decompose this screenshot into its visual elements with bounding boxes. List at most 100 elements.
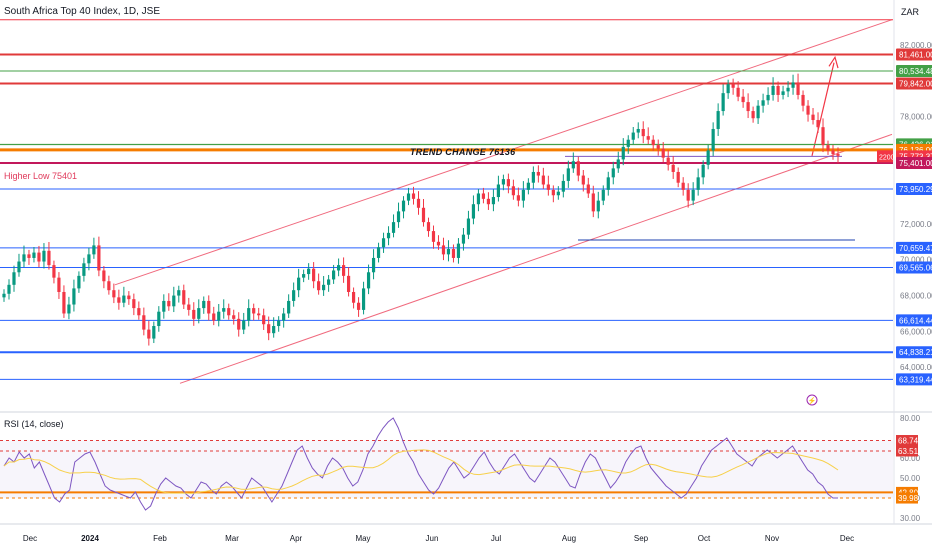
candle-body [87, 254, 91, 264]
candle-body [821, 127, 825, 146]
candle-body [726, 84, 730, 94]
candle-body [287, 300, 291, 314]
candle-body [37, 252, 41, 262]
level-price-label: 70,659.47 [899, 244, 932, 253]
time-tick-label: Oct [698, 534, 711, 543]
level-price-tag [896, 48, 932, 61]
level-price-tag [896, 314, 932, 327]
candle-body [197, 308, 201, 319]
level-price-tag [896, 156, 932, 169]
candle-body [591, 193, 595, 212]
price-axis: 82,000.00 78,000.00 72,000.00 70,000.00 68,0… [877, 41, 932, 523]
candle-body [47, 250, 51, 266]
candle-body [576, 161, 580, 176]
candle-body [456, 243, 461, 258]
candle-body [22, 254, 26, 262]
candle-body [102, 270, 106, 282]
level-price-tag [896, 346, 932, 359]
candle-body [142, 315, 146, 330]
candle-body [72, 288, 76, 305]
rsi-tag-label: 63.51 [898, 447, 919, 456]
candle-body [771, 85, 775, 95]
candle-body [751, 111, 755, 119]
candle-body [341, 265, 346, 276]
candle-body [506, 179, 510, 187]
countdown-tag [877, 150, 893, 163]
chart-grid [0, 0, 932, 525]
candle-body [441, 245, 446, 255]
candle-body [681, 182, 685, 190]
level-price-label: 75,401.00 [899, 159, 932, 168]
candle-body [152, 326, 156, 339]
rsi-ma-line [3, 449, 839, 494]
rsi-panel [0, 417, 893, 511]
time-tick-label: May [355, 534, 370, 543]
candle-body [461, 234, 466, 244]
candle-body [581, 175, 585, 185]
candle-body [371, 257, 376, 273]
candle-body [561, 180, 565, 192]
candle-body [42, 250, 46, 262]
rsi-title: RSI (14, close) [4, 419, 64, 429]
candle-body [626, 139, 630, 147]
candle-body [162, 300, 166, 312]
candle-body [332, 270, 336, 280]
trend-change-label: TREND CHANGE 76136 [410, 147, 516, 157]
candle-body [157, 311, 161, 327]
candle-body [536, 171, 540, 176]
candle-body [646, 136, 650, 140]
candle-body [601, 189, 605, 201]
candle-body [556, 191, 560, 196]
chart-title: South Africa Top 40 Index, 1D, JSE [4, 6, 161, 17]
candle-body [232, 315, 236, 319]
level-price-tag [896, 241, 932, 254]
time-tick-label: Jul [491, 534, 501, 543]
candle-body [741, 96, 745, 103]
candle-body [676, 171, 680, 183]
candle-body [2, 293, 6, 298]
level-price-tag [896, 77, 932, 90]
candle-body [27, 254, 31, 258]
candle-body [566, 168, 570, 181]
candle-body [781, 91, 785, 95]
time-tick-label: Aug [562, 534, 576, 543]
level-price-tag [896, 373, 932, 386]
price-tick-label: 78,000.00 [900, 112, 932, 121]
rsi-tag [896, 492, 918, 504]
candle-body [107, 281, 111, 291]
candle-body [541, 175, 545, 185]
level-price-label: 66,614.44 [899, 316, 932, 325]
candle-body [32, 252, 36, 258]
candle-body [356, 302, 361, 310]
candle-body [302, 274, 306, 278]
candle-body [172, 295, 176, 307]
price-tick-label: 82,000.00 [900, 41, 932, 50]
candle-body [736, 87, 740, 97]
candle-body [631, 132, 635, 140]
candle-body [52, 265, 56, 278]
candle-body [366, 272, 371, 289]
candle-body [606, 177, 610, 190]
candle-body [292, 290, 296, 301]
candle-body [526, 182, 530, 190]
candle-body [361, 288, 366, 310]
candle-body [471, 204, 476, 219]
candle-body [411, 193, 416, 199]
time-tick-label: Feb [153, 534, 167, 543]
channel-lower [179, 133, 893, 384]
candle-body [686, 189, 690, 201]
candle-body [147, 329, 151, 339]
candle-body [112, 290, 116, 298]
candle-body [436, 241, 441, 246]
candle-body [406, 193, 411, 201]
candle-body [696, 177, 700, 190]
candle-body [67, 304, 71, 314]
level-price-tag [896, 65, 932, 78]
candle-body [277, 320, 281, 327]
candle-body [401, 200, 406, 212]
candle-body [571, 161, 575, 169]
candle-body [391, 222, 396, 233]
rsi-tag-label: 39.98 [898, 494, 919, 503]
candle-body [132, 299, 136, 309]
